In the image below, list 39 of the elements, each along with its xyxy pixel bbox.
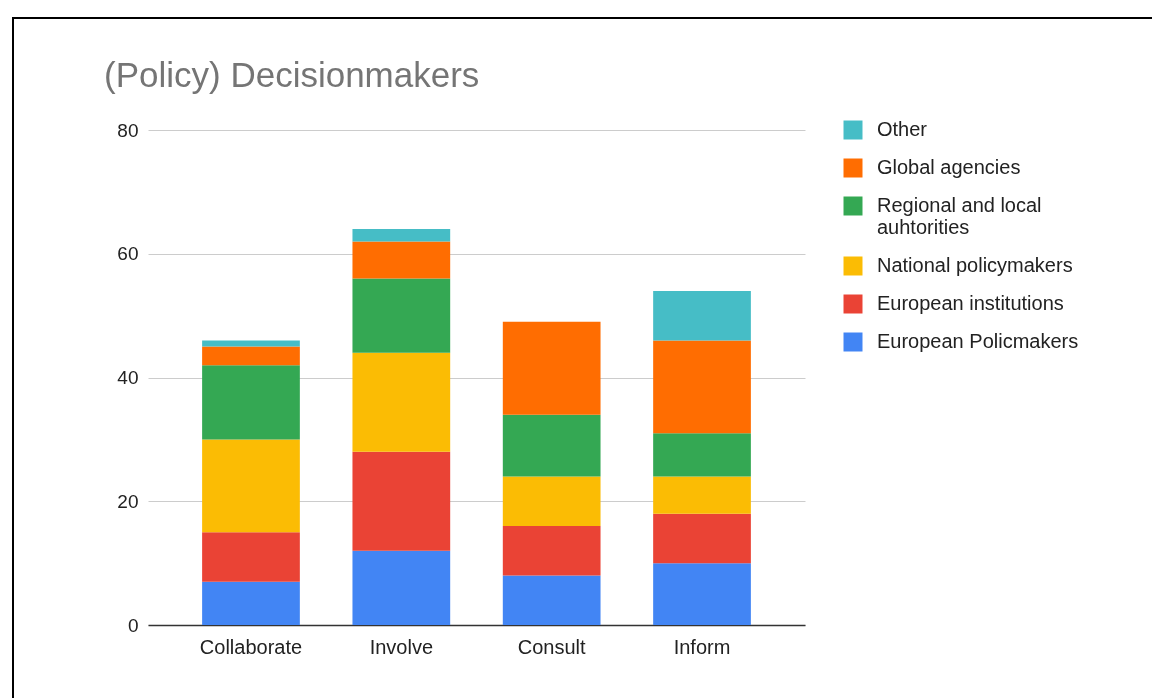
bar — [653, 476, 751, 514]
bar — [352, 229, 451, 242]
bar — [653, 433, 751, 477]
bar — [202, 340, 300, 347]
legend-label: European Policmakers — [877, 330, 1079, 352]
bar — [502, 526, 601, 576]
bar — [352, 550, 451, 625]
bar — [502, 321, 601, 415]
bar — [352, 451, 451, 551]
bar — [202, 439, 300, 533]
bar — [352, 241, 451, 279]
bar — [202, 365, 300, 440]
bar — [202, 532, 300, 582]
legend-label: Global agencies — [877, 156, 1021, 178]
chart-title: (Policy) Decisionmakers — [104, 55, 480, 94]
bar — [653, 513, 751, 564]
x-tick-label: Collaborate — [199, 635, 303, 658]
y-tick-label: 40 — [117, 367, 139, 388]
bar — [352, 352, 451, 452]
bar — [653, 563, 751, 625]
bar — [502, 575, 601, 625]
y-tick-label: 60 — [117, 243, 139, 265]
x-tick-label: Involve — [369, 635, 434, 658]
bar — [502, 476, 601, 526]
x-tick-label: Inform — [673, 635, 731, 658]
bar — [202, 581, 300, 625]
legend-label: Other — [877, 118, 928, 140]
bar — [653, 340, 751, 434]
legend-label: National policymakers — [877, 254, 1073, 276]
legend-label: European institutions — [877, 292, 1064, 314]
bar — [202, 346, 300, 366]
y-tick-label: 0 — [127, 614, 139, 636]
bar — [352, 278, 451, 353]
x-tick-label: Consult — [517, 635, 587, 658]
y-tick-label: 20 — [117, 490, 139, 512]
y-tick-label: 80 — [117, 119, 139, 141]
bar — [502, 414, 601, 477]
bar — [653, 290, 751, 341]
legend-label: Regional and local auhtorities — [877, 194, 1042, 238]
